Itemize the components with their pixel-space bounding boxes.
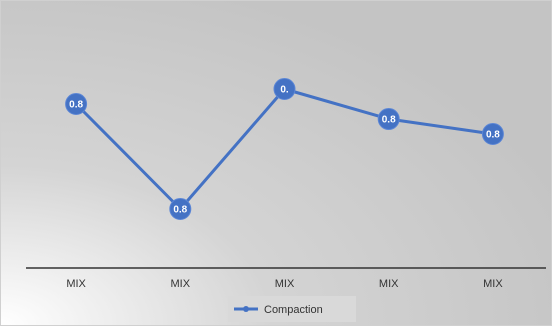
data-label: 0.8 — [69, 100, 83, 111]
data-point — [273, 78, 296, 100]
x-tick-label: MIX — [171, 278, 191, 290]
legend-label: Compaction — [264, 304, 323, 316]
data-label: 0. — [280, 85, 289, 96]
data-label: 0.8 — [486, 130, 500, 141]
x-tick-label: MIX — [66, 278, 86, 290]
data-point — [481, 123, 504, 145]
data-point — [169, 198, 192, 220]
legend-marker — [243, 306, 249, 312]
x-tick-label: MIX — [275, 278, 295, 290]
data-point — [377, 108, 400, 130]
x-tick-label: MIX — [379, 278, 399, 290]
data-label: 0.8 — [173, 205, 187, 216]
data-label: 0.8 — [382, 115, 396, 126]
x-tick-label: MIX — [483, 278, 503, 290]
data-point — [65, 93, 88, 115]
